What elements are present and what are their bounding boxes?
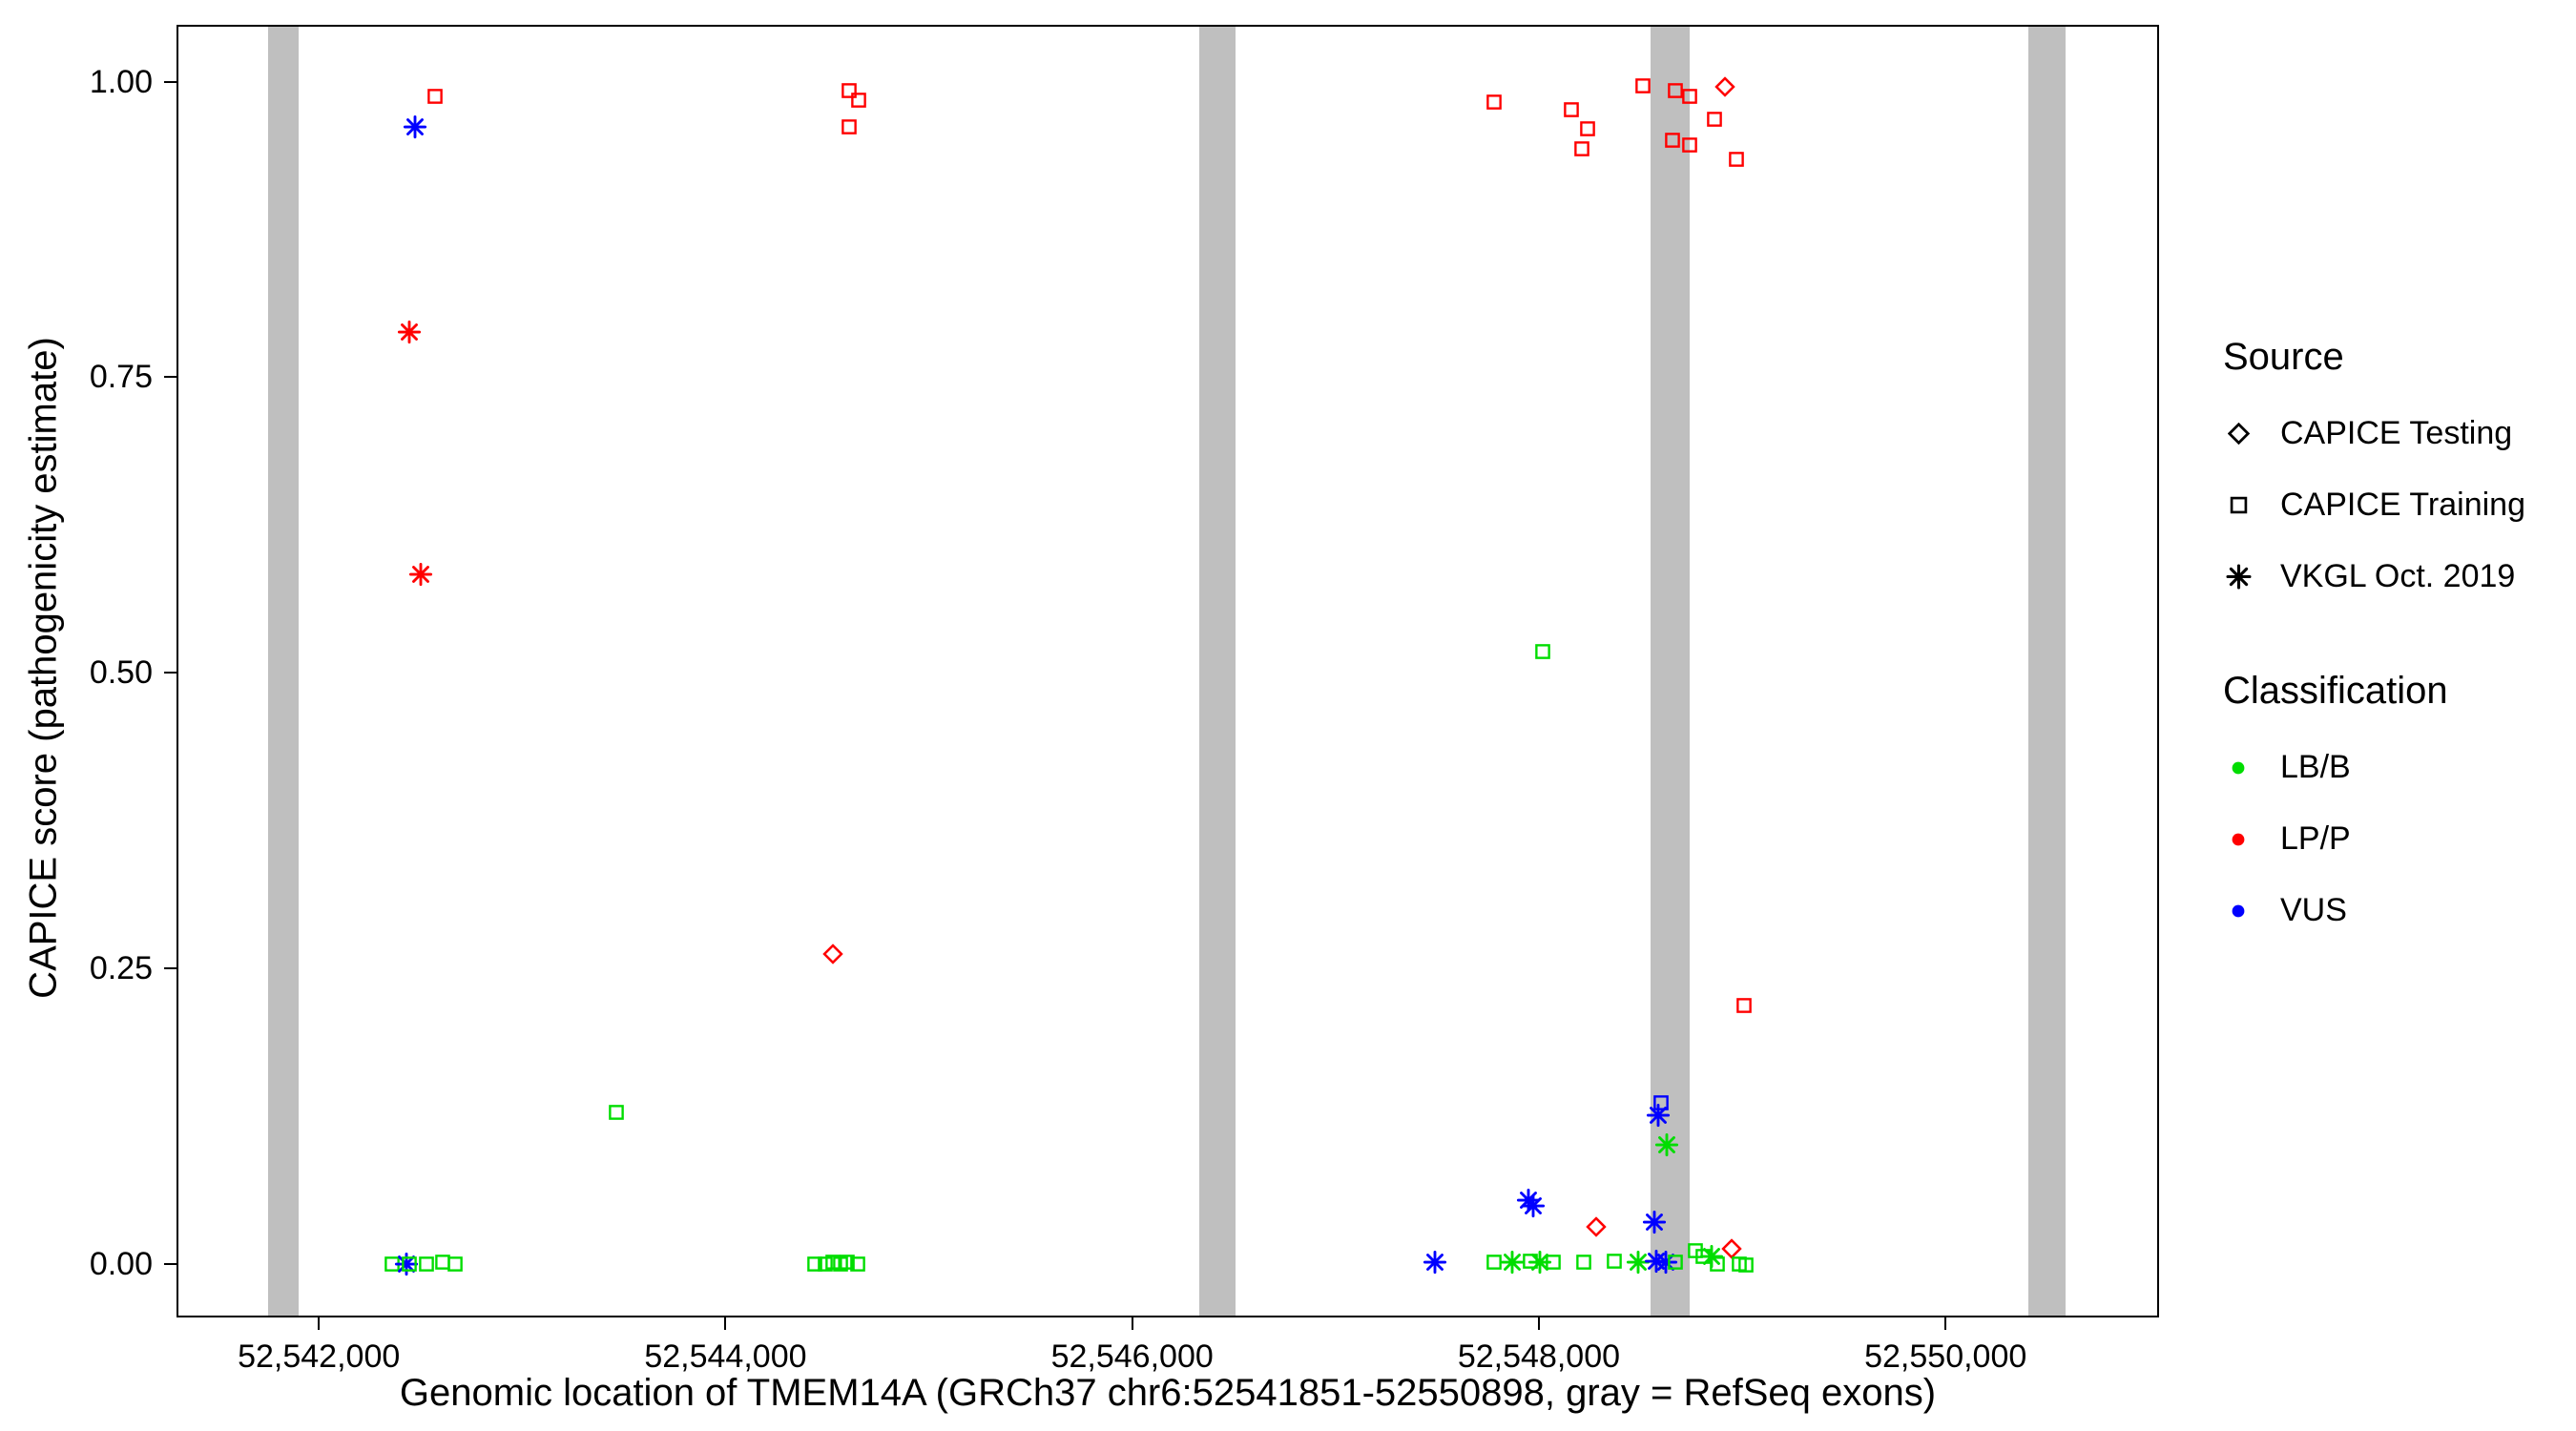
circle-icon [2223, 832, 2254, 847]
data-point-asterisk-lp-p [408, 562, 432, 587]
legend-item-label: LB/B [2280, 749, 2351, 785]
data-point-square-lp-p [841, 119, 858, 135]
data-point-square-lb-b [807, 1255, 823, 1272]
legend-item-vus: VUS [2223, 875, 2566, 946]
x-tick-label: 52,542,000 [238, 1338, 401, 1375]
square-icon [2223, 496, 2254, 514]
data-point-square-lb-b [1710, 1255, 1726, 1272]
data-point-square-lp-p [841, 82, 858, 98]
y-tick-label: 0.25 [89, 950, 153, 987]
data-point-asterisk-vus [1643, 1211, 1667, 1234]
x-tick-label: 52,544,000 [644, 1338, 807, 1375]
data-point-asterisk-lp-p [397, 320, 421, 343]
x-tick-mark [1944, 1317, 1947, 1330]
legend-item-label: CAPICE Testing [2280, 415, 2513, 451]
data-point-square-lp-p [1728, 151, 1744, 167]
data-point-square-lp-p [1665, 133, 1681, 149]
legend-item-capice-training: CAPICE Training [2223, 469, 2566, 541]
x-tick-label: 52,550,000 [1864, 1338, 2027, 1375]
data-point-square-lb-b [419, 1255, 435, 1272]
data-point-square-lb-b [840, 1255, 856, 1271]
data-point-asterisk-lb-b [1655, 1132, 1679, 1156]
circle-icon [2223, 760, 2254, 776]
y-tick-mark [164, 376, 177, 379]
legend-classification-items: LB/B LP/P VUS [2223, 732, 2566, 946]
legend-item-label: VKGL Oct. 2019 [2280, 558, 2516, 594]
data-point-square-lp-p [1681, 136, 1697, 153]
y-tick-mark [164, 80, 177, 83]
data-point-diamond-lp-p [1585, 1216, 1607, 1238]
data-point-square-lp-p [850, 92, 866, 108]
y-tick-label: 0.50 [89, 654, 153, 692]
data-point-square-lb-b [401, 1255, 417, 1272]
data-point-square-lp-p [1681, 89, 1697, 105]
y-tick-mark [164, 672, 177, 674]
y-tick-mark [164, 1263, 177, 1266]
data-point-square-lp-p [1736, 998, 1753, 1014]
data-point-asterisk-vus [1646, 1103, 1670, 1127]
refseq-exon-bar [1651, 27, 1690, 1316]
x-tick-label: 52,548,000 [1457, 1338, 1621, 1375]
data-point-square-lb-b [817, 1255, 833, 1272]
y-tick-mark [164, 967, 177, 970]
circle-icon [2223, 903, 2254, 919]
x-tick-label: 52,546,000 [1050, 1338, 1214, 1375]
legend-item-label: CAPICE Training [2280, 487, 2525, 523]
data-point-square-lb-b [1545, 1255, 1561, 1271]
data-point-square-lb-b [447, 1255, 463, 1272]
data-point-asterisk-vus [1653, 1251, 1678, 1275]
data-point-square-lp-p [1573, 140, 1589, 156]
data-point-square-lb-b [1485, 1255, 1502, 1271]
refseq-exon-bar [2028, 27, 2066, 1316]
data-point-square-lp-p [1667, 82, 1683, 98]
asterisk-icon [2223, 564, 2254, 590]
x-axis-title: Genomic location of TMEM14A (GRCh37 chr6… [399, 1372, 1937, 1414]
data-point-square-lb-b [1575, 1255, 1591, 1271]
data-point-square-lp-p [1707, 111, 1723, 127]
legend-item-lp-p: LP/P [2223, 803, 2566, 875]
data-point-square-lb-b [1738, 1256, 1755, 1273]
data-point-square-lp-p [1563, 101, 1579, 117]
legend-source-items: CAPICE Testing CAPICE Training VKGL Oct. 2… [2223, 398, 2566, 612]
plot-panel [177, 25, 2159, 1317]
legend: Source CAPICE Testing CAPICE Training VKGL… [2223, 336, 2566, 1004]
refseq-exon-bar [267, 27, 299, 1316]
y-tick-label: 0.00 [89, 1246, 153, 1283]
data-point-diamond-lp-p [822, 944, 843, 964]
x-tick-mark [1537, 1317, 1540, 1330]
data-point-diamond-lp-p [1714, 76, 1735, 97]
legend-source-title: Source [2223, 336, 2344, 378]
legend-item-capice-testing: CAPICE Testing [2223, 398, 2566, 469]
data-point-square-vus [1652, 1095, 1669, 1111]
data-point-square-lp-p [1634, 77, 1651, 93]
refseq-exon-bar [1198, 27, 1236, 1316]
data-point-asterisk-lb-b [1627, 1251, 1651, 1275]
data-point-square-lb-b [1667, 1255, 1683, 1271]
legend-item-label: LP/P [2280, 820, 2351, 857]
data-point-square-lb-b [1535, 643, 1551, 659]
data-point-asterisk-vus [1522, 1193, 1546, 1218]
data-point-square-lb-b [849, 1255, 865, 1272]
legend-item-vkgl-oct-2019: VKGL Oct. 2019 [2223, 541, 2566, 612]
y-tick-label: 1.00 [89, 63, 153, 100]
x-tick-mark [318, 1317, 321, 1330]
y-tick-label: 0.75 [89, 359, 153, 396]
diamond-icon [2223, 423, 2254, 445]
legend-classification-title: Classification [2223, 670, 2448, 712]
data-point-asterisk-lb-b [1501, 1251, 1525, 1275]
data-point-square-lp-p [1485, 94, 1502, 111]
data-point-square-lb-b [609, 1105, 625, 1121]
x-tick-mark [724, 1317, 727, 1330]
legend-item-label: VUS [2280, 892, 2347, 928]
data-point-square-lp-p [1579, 120, 1595, 136]
legend-item-lb-b: LB/B [2223, 732, 2566, 803]
data-point-square-lb-b [1606, 1254, 1622, 1270]
data-point-asterisk-vus [1423, 1251, 1447, 1275]
data-point-square-lp-p [426, 89, 443, 105]
x-tick-mark [1131, 1317, 1133, 1330]
data-point-asterisk-vus [404, 115, 427, 139]
